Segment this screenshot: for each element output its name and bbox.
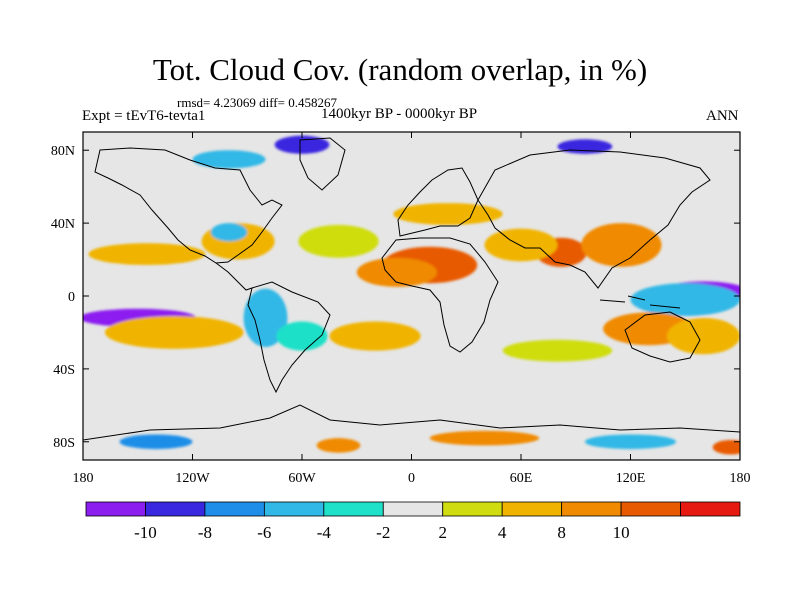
- coastline-central-america: [215, 262, 253, 291]
- y-tick-label: 80S: [53, 436, 75, 451]
- anomaly-region: [393, 203, 503, 225]
- colorbar-label: 8: [557, 523, 566, 542]
- colorbar-swatch: [680, 501, 741, 517]
- anomaly-region: [243, 288, 288, 348]
- season-label: ANN: [706, 108, 739, 124]
- colorbar: -10 -8 -6 -4 -2 2 4 8 10: [85, 501, 741, 542]
- y-tick-label: 40S: [53, 363, 75, 378]
- colorbar-label: -4: [317, 523, 332, 542]
- anomaly-region: [429, 430, 540, 446]
- chart-title: Tot. Cloud Cov. (random overlap, in %): [152, 52, 648, 87]
- y-tick-label: 40N: [51, 217, 75, 232]
- colorbar-swatch: [442, 501, 503, 517]
- x-tick-label: 180: [730, 471, 751, 486]
- coastline-australia: [624, 311, 701, 363]
- colorbar-label: -2: [376, 523, 390, 542]
- x-tick-label: 180: [73, 471, 94, 486]
- anomaly-region: [104, 316, 244, 349]
- coastline-indonesia: [599, 295, 681, 309]
- colorbar-label: -6: [257, 523, 271, 542]
- anomaly-region: [298, 224, 379, 258]
- anomaly-field: [83, 135, 740, 455]
- map-background: [83, 132, 740, 460]
- colorbar-swatch: [85, 501, 146, 517]
- anomaly-region: [502, 339, 613, 362]
- anomaly-region: [192, 150, 266, 169]
- anomaly-region: [584, 434, 677, 450]
- anomaly-region: [329, 321, 421, 351]
- anomaly-region: [119, 434, 193, 450]
- x-tick-label: 0: [408, 471, 415, 486]
- y-axis: 80N 40N 0 40S 80S: [51, 144, 740, 451]
- x-tick-label: 60W: [288, 471, 316, 486]
- x-tick-label: 120E: [616, 471, 646, 486]
- coastline-europe: [397, 167, 479, 237]
- experiment-label: Expt = tEvT6-tevta1: [82, 108, 206, 124]
- colorbar-swatch: [145, 501, 206, 517]
- period-label: 1400kyr BP - 0000kyr BP: [321, 106, 478, 122]
- colorbar-label: -10: [134, 523, 157, 542]
- anomaly-region: [356, 257, 438, 287]
- y-tick-label: 80N: [51, 144, 75, 159]
- anomaly-region: [630, 283, 740, 317]
- stats-line: rmsd= 4.23069 diff= 0.458267: [177, 95, 337, 110]
- colorbar-swatch: [382, 501, 444, 517]
- coastline-asia: [477, 149, 711, 289]
- coastline-north-america: [94, 147, 283, 264]
- anomaly-region: [210, 223, 248, 242]
- coastlines: [83, 137, 740, 441]
- anomaly-region: [484, 228, 558, 262]
- coastline-africa: [381, 237, 499, 353]
- colorbar-label: 4: [498, 523, 507, 542]
- colorbar-swatch: [263, 501, 325, 517]
- anomaly-region: [276, 321, 328, 351]
- x-tick-label: 60E: [510, 471, 533, 486]
- colorbar-label: -8: [198, 523, 212, 542]
- anomaly-region: [88, 243, 206, 266]
- y-tick-label: 0: [68, 290, 75, 305]
- anomaly-region: [667, 317, 740, 355]
- coastline-antarctica: [83, 404, 740, 441]
- x-axis: 180 120W 60W 0 60E 120E 180: [73, 132, 751, 486]
- coastline-greenland: [299, 137, 346, 191]
- anomaly-region: [274, 135, 330, 154]
- colorbar-swatch: [501, 501, 563, 517]
- anomaly-region: [712, 439, 740, 455]
- anomaly-region: [316, 438, 361, 453]
- colorbar-label: 10: [613, 523, 630, 542]
- colorbar-swatch: [561, 501, 622, 517]
- colorbar-label: 2: [438, 523, 447, 542]
- x-tick-label: 120W: [175, 471, 210, 486]
- anomaly-region: [581, 223, 662, 267]
- coastline-south-america: [247, 281, 331, 394]
- colorbar-swatch: [620, 501, 681, 517]
- colorbar-swatch: [204, 501, 265, 517]
- colorbar-swatch: [323, 501, 384, 517]
